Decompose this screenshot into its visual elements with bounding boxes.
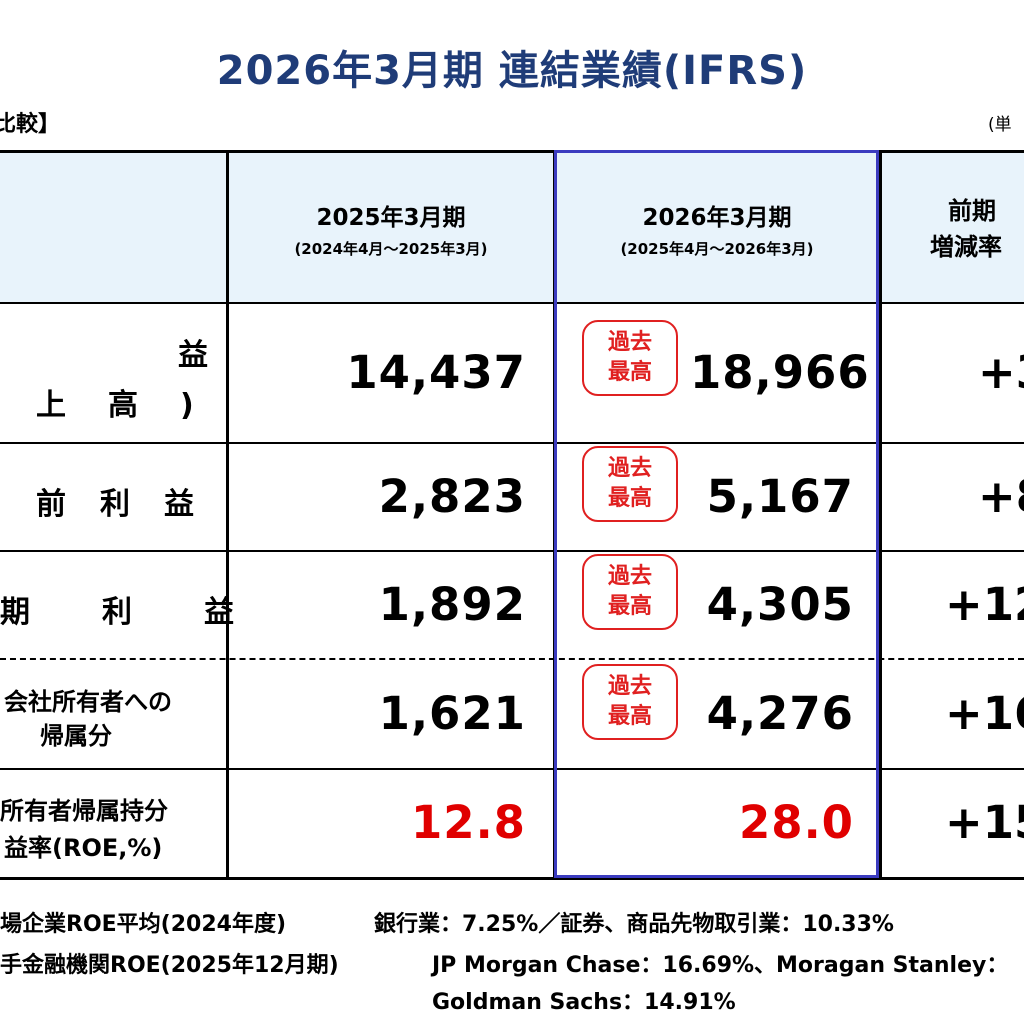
table-col-divider-1 (226, 150, 229, 880)
badge-line1: 過去 (607, 564, 652, 589)
curr-value: 5,167 (706, 470, 854, 523)
header-prev-period: 2025年3月期 (2024年4月～2025年3月) (230, 198, 552, 259)
header-change-line1: 前期 (948, 197, 996, 225)
prev-value: 12.8 (410, 796, 526, 849)
note-value: JP Morgan Chase：16.69%、Moragan Stanley： (432, 953, 1009, 978)
change-value: +3 (978, 346, 1024, 399)
row-label: 前 利 益 (36, 487, 196, 522)
header-curr-period-range: (2025年4月～2026年3月) (620, 240, 814, 258)
badge-line2: 最高 (607, 360, 652, 385)
header-change-line2: 増減率 (930, 233, 1002, 261)
header-curr-period: 2026年3月期 (2025年4月～2026年3月) (557, 198, 877, 259)
badge-line2: 最高 (607, 594, 652, 619)
prev-value: 1,621 (378, 687, 526, 740)
table-header-background (0, 152, 1024, 302)
curr-value: 28.0 (738, 796, 854, 849)
record-high-badge: 過去 最高 (582, 554, 678, 630)
table-rule-bottom (0, 877, 1024, 880)
unit-label: (単 (988, 115, 1012, 135)
badge-line2: 最高 (607, 704, 652, 729)
curr-value: 18,966 (690, 346, 870, 399)
record-high-badge: 過去 最高 (582, 664, 678, 740)
change-value: +8 (978, 470, 1024, 523)
table-rule-row2 (0, 550, 1024, 552)
row-label: 会社所有者への (4, 688, 172, 716)
prev-value: 1,892 (378, 578, 526, 631)
current-period-highlight (554, 150, 879, 878)
section-label: 比較】 (0, 112, 61, 137)
row-label: 上 高 ) (36, 388, 200, 423)
record-high-badge: 過去 最高 (582, 446, 678, 522)
row-label: 益率(ROE,%) (4, 834, 163, 862)
table-rule-row1 (0, 442, 1024, 444)
badge-line2: 最高 (607, 486, 652, 511)
badge-line1: 過去 (607, 330, 652, 355)
row-label: 益 (178, 338, 208, 373)
table-col-divider-3 (879, 150, 882, 880)
header-curr-period-title: 2026年3月期 (642, 205, 792, 231)
curr-value: 4,276 (706, 687, 854, 740)
badge-line1: 過去 (607, 456, 652, 481)
note-value: 銀行業：7.25%／証券、商品先物取引業：10.33% (374, 912, 894, 937)
badge-line1: 過去 (607, 674, 652, 699)
record-high-badge: 過去 最高 (582, 320, 678, 396)
row-label: 帰属分 (40, 722, 112, 750)
change-value: +15 (945, 796, 1024, 849)
change-value: +12 (945, 578, 1024, 631)
prev-value: 2,823 (378, 470, 526, 523)
note-value: Goldman Sachs：14.91% (432, 990, 736, 1015)
curr-value: 4,305 (706, 578, 854, 631)
page-title: 2026年3月期 連結業績(IFRS) (216, 48, 808, 94)
change-value: +16 (945, 687, 1024, 740)
header-prev-period-range: (2024年4月～2025年3月) (294, 240, 488, 258)
note-label: 手金融機関ROE(2025年12月期) (0, 953, 339, 978)
row-label: 所有者帰属持分 (0, 797, 168, 825)
table-rule-top (0, 150, 1024, 153)
prev-value: 14,437 (346, 346, 526, 399)
header-prev-period-title: 2025年3月期 (316, 205, 466, 231)
table-rule-header (0, 302, 1024, 304)
table-rule-row3 (0, 658, 1024, 660)
header-change: 前期 増減率 (930, 193, 1002, 265)
note-label: 場企業ROE平均(2024年度) (0, 912, 287, 937)
row-label: 期 利 益 (0, 595, 238, 630)
table-rule-row4 (0, 768, 1024, 770)
